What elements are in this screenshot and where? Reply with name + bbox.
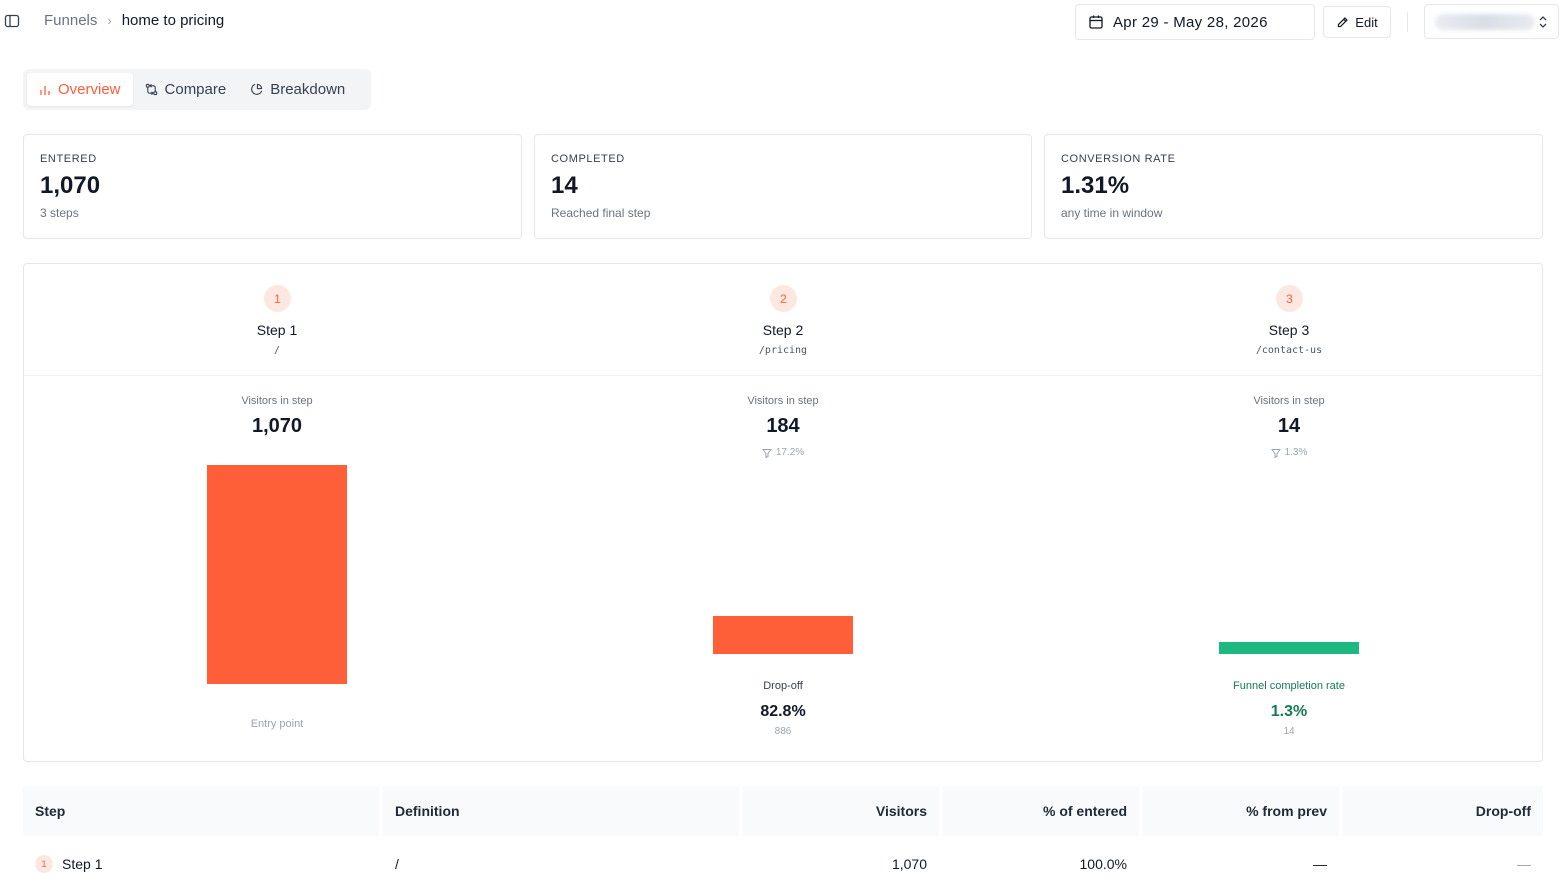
stat-subtext: 3 steps [40,206,79,220]
visitors-value: 184 [766,415,800,437]
step-number-badge: 2 [770,285,797,312]
edit-label: Edit [1355,14,1378,30]
stat-card-conversion-rate: CONVERSION RATE 1.31% any time in window [1044,134,1543,239]
step-path: /contact-us [1255,345,1323,356]
compare-arrows-icon [145,83,157,96]
stat-label: ENTERED [40,153,97,165]
tab-overview[interactable]: Overview [27,73,133,106]
stat-label: CONVERSION RATE [1061,153,1176,165]
funnel-filter-icon [1270,448,1281,458]
calendar-icon [1089,15,1103,29]
tab-breakdown-label: Breakdown [270,81,346,98]
step-number-badge: 1 [264,285,291,312]
funnel-completion-bar [1219,642,1359,654]
stat-card-completed: COMPLETED 14 Reached final step [534,134,1032,239]
stat-subtext: Reached final step [551,206,651,220]
column-header-pct-prev[interactable]: % from prev [1143,786,1343,836]
stat-subtext: any time in window [1061,206,1163,220]
cell-definition: / [395,856,399,872]
visitors-label: Visitors in step [241,395,313,407]
dropoff-label: Drop-off [763,680,803,692]
visitors-value: 1,070 [251,415,303,437]
page-title: home to pricing [121,12,225,29]
step-conversion-value: 17.2% [775,447,805,458]
step-name: Step 3 [1268,322,1310,338]
breadcrumb-funnels-link[interactable]: Funnels [44,12,98,29]
panel-divider [24,375,1542,376]
step-name: Step 1 [256,322,298,338]
cell-step-name: Step 1 [62,856,103,872]
tab-compare-label: Compare [164,81,227,98]
stat-value: 14 [551,172,578,199]
header-divider [1407,12,1408,32]
completion-rate-label: Funnel completion rate [1233,680,1345,692]
tab-breakdown[interactable]: Breakdown [238,73,357,106]
date-range-label: Apr 29 - May 28, 2026 [1113,13,1268,31]
column-header-definition[interactable]: Definition [383,786,743,836]
cell-dropoff: — [1517,856,1531,872]
cell-pct-entered: 100.0% [1079,856,1127,872]
step-path: / [273,345,281,356]
funnel-step-3: 3 Step 3 /contact-us Visitors in step 14… [1036,264,1542,761]
step-number-badge: 1 [35,855,53,873]
site-selector-value [1435,14,1535,30]
top-bar: Funnels › home to pricing Apr 29 - May 2… [0,0,1563,44]
funnel-bar [207,465,347,684]
column-header-step[interactable]: Step [23,786,383,836]
completion-count: 14 [1283,726,1295,737]
step-conversion-value: 1.3% [1284,447,1308,458]
stat-label: COMPLETED [551,153,625,165]
sidebar-toggle-icon[interactable] [4,13,20,29]
edit-button[interactable]: Edit [1323,6,1391,38]
cell-pct-prev: — [1313,856,1327,872]
stat-card-entered: ENTERED 1,070 3 steps [23,134,522,239]
view-tabs: Overview Compare Breakdown [23,69,371,110]
chevron-up-down-icon [1539,16,1547,28]
step-path: /pricing [758,345,808,356]
pencil-icon [1338,16,1349,27]
funnel-filter-icon [761,448,772,458]
entry-point-label: Entry point [250,718,304,730]
dropoff-value: 82.8% [760,703,806,720]
bar-chart-icon [40,85,50,95]
cell-step: 1 Step 1 [23,840,383,888]
stat-value: 1.31% [1061,172,1130,199]
column-header-dropoff[interactable]: Drop-off [1343,786,1543,836]
date-range-button[interactable]: Apr 29 - May 28, 2026 [1075,4,1315,40]
visitors-value: 14 [1277,415,1301,437]
stat-value: 1,070 [40,172,101,199]
site-selector[interactable] [1424,4,1559,39]
funnel-bar [713,616,853,654]
tab-compare[interactable]: Compare [133,73,239,106]
pie-chart-icon [251,83,263,95]
funnel-step-1: 1 Step 1 / Visitors in step 1,070 Entry … [24,264,530,761]
tab-overview-label: Overview [58,81,121,98]
funnel-step-2: 2 Step 2 /pricing Visitors in step 184 1… [530,264,1036,761]
column-header-visitors[interactable]: Visitors [743,786,943,836]
column-header-pct-entered[interactable]: % of entered [943,786,1143,836]
funnel-chart-panel: 1 Step 1 / Visitors in step 1,070 Entry … [23,263,1543,762]
step-conversion: 17.2% [530,447,1036,458]
chevron-right-icon: › [107,13,112,28]
visitors-label: Visitors in step [747,395,819,407]
cell-visitors: 1,070 [891,856,927,872]
breadcrumb: Funnels › home to pricing [44,12,224,29]
step-number-badge: 3 [1276,285,1303,312]
visitors-label: Visitors in step [1253,395,1325,407]
step-name: Step 2 [762,322,804,338]
step-conversion: 1.3% [1036,447,1542,458]
completion-rate-value: 1.3% [1270,703,1308,720]
table-row[interactable]: 1 Step 1 / 1,070 100.0% — — [23,840,1543,888]
steps-table-header: Step Definition Visitors % of entered % … [23,786,1543,836]
dropoff-count: 886 [774,726,792,737]
